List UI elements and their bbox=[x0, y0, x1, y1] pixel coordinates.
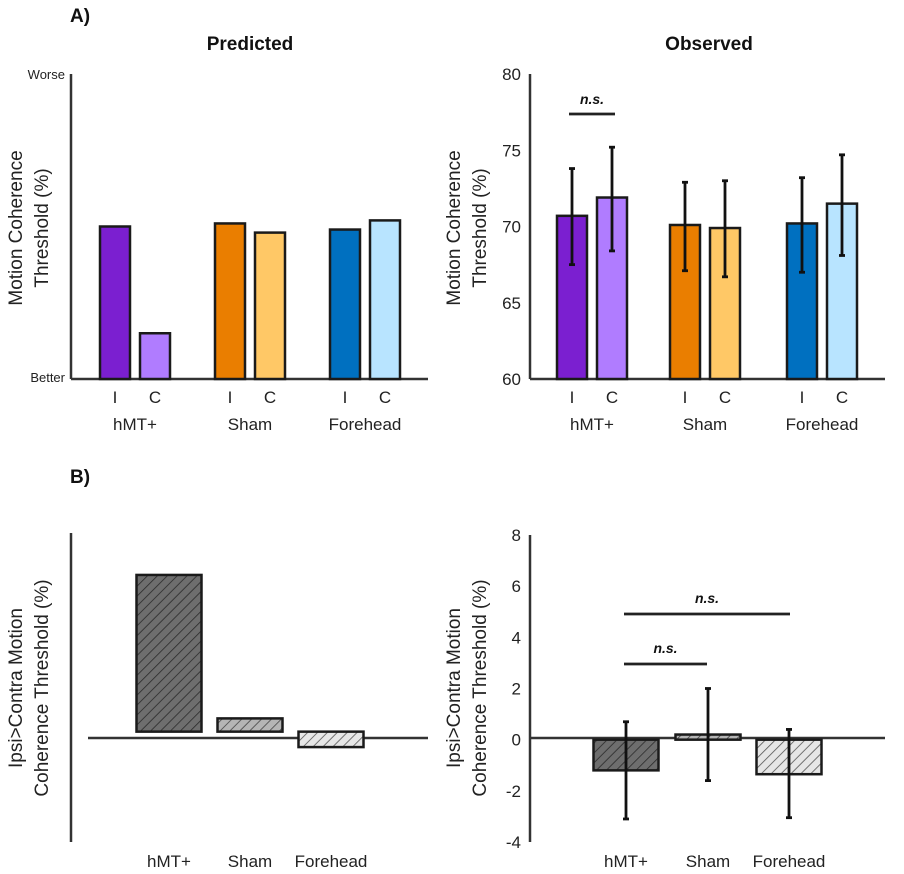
y-tick-label: -4 bbox=[506, 833, 521, 852]
x-tick-label-i: I bbox=[800, 388, 805, 407]
y-tick-label: 75 bbox=[502, 141, 521, 160]
bar-hmt-i bbox=[98, 225, 132, 381]
bar-sham-i bbox=[668, 223, 702, 381]
bar-forehead-c bbox=[368, 219, 402, 381]
x-tick-label-forehead: Forehead bbox=[295, 852, 368, 871]
panel-label-a: A) bbox=[70, 6, 90, 27]
bar-sham-i bbox=[213, 222, 247, 381]
y-tick-label: -2 bbox=[506, 782, 521, 801]
y-axis-label-line2: Threshold (%) bbox=[470, 168, 491, 287]
bar-hmt-c bbox=[138, 332, 172, 381]
y-axis-label-line1: Ipsi>Contra Motion bbox=[6, 608, 27, 768]
bar-forehead bbox=[297, 730, 365, 749]
y-top-label: Worse bbox=[28, 67, 65, 82]
x-tick-label-c: C bbox=[836, 388, 848, 407]
panel-label-b: B) bbox=[70, 467, 90, 488]
y-axis-label-line1: Ipsi>Contra Motion bbox=[444, 608, 465, 768]
x-tick-label-i: I bbox=[683, 388, 688, 407]
chart-title: Observed bbox=[665, 34, 753, 55]
y-axis-label-line2: Threshold (%) bbox=[32, 168, 53, 287]
x-tick-label-i: I bbox=[113, 388, 118, 407]
x-tick-label-hmt: hMT+ bbox=[147, 852, 191, 871]
x-tick-label-sham: Sham bbox=[686, 852, 730, 871]
x-tick-label-c: C bbox=[719, 388, 731, 407]
observed-diff-chart: Ipsi>Contra Motion Coherence Threshold (… bbox=[444, 526, 885, 871]
significance-label: n.s. bbox=[695, 590, 719, 606]
x-tick-label-c: C bbox=[379, 388, 391, 407]
x-tick-label-c: C bbox=[149, 388, 161, 407]
x-group-label-hmt: hMT+ bbox=[570, 415, 614, 434]
x-tick-label-sham: Sham bbox=[228, 852, 272, 871]
chart-title: Predicted bbox=[207, 34, 294, 55]
y-tick-label: 80 bbox=[502, 65, 521, 84]
significance-label: n.s. bbox=[653, 640, 677, 656]
x-group-label-sham: Sham bbox=[683, 415, 727, 434]
y-tick-label: 60 bbox=[502, 370, 521, 389]
predicted-diff-chart: Ipsi>Contra Motion Coherence Threshold (… bbox=[6, 533, 428, 871]
y-tick-label: 0 bbox=[512, 731, 521, 750]
x-tick-label-hmt: hMT+ bbox=[604, 852, 648, 871]
predicted-chart: Predicted Worse Better Motion Coherence … bbox=[6, 34, 428, 434]
bar-forehead-i bbox=[328, 228, 362, 381]
x-tick-label-c: C bbox=[264, 388, 276, 407]
x-tick-label-forehead: Forehead bbox=[753, 852, 826, 871]
x-group-label-forehead: Forehead bbox=[786, 415, 859, 434]
y-axis-label-line1: Motion Coherence bbox=[6, 150, 27, 305]
x-group-label-hmt: hMT+ bbox=[113, 415, 157, 434]
x-tick-label-c: C bbox=[606, 388, 618, 407]
y-axis-label-line2: Coherence Threshold (%) bbox=[32, 579, 53, 796]
x-tick-label-i: I bbox=[570, 388, 575, 407]
bar-sham-c bbox=[253, 231, 287, 381]
bar-sham bbox=[216, 717, 284, 733]
y-axis-label-line2: Coherence Threshold (%) bbox=[470, 579, 491, 796]
y-tick-label: 2 bbox=[512, 680, 521, 699]
y-tick-label: 6 bbox=[512, 577, 521, 596]
x-tick-label-i: I bbox=[343, 388, 348, 407]
y-tick-label: 4 bbox=[512, 628, 521, 647]
x-group-label-forehead: Forehead bbox=[329, 415, 402, 434]
y-bottom-label: Better bbox=[30, 370, 65, 385]
x-group-label-sham: Sham bbox=[228, 415, 272, 434]
bar-hmt bbox=[135, 573, 203, 733]
y-tick-label: 70 bbox=[502, 218, 521, 237]
y-axis-label-line1: Motion Coherence bbox=[444, 150, 465, 305]
y-tick-label: 8 bbox=[512, 526, 521, 545]
observed-chart: Observed Motion Coherence Threshold (%) … bbox=[444, 34, 885, 434]
x-tick-label-i: I bbox=[228, 388, 233, 407]
significance-label: n.s. bbox=[580, 91, 604, 107]
y-tick-label: 65 bbox=[502, 294, 521, 313]
